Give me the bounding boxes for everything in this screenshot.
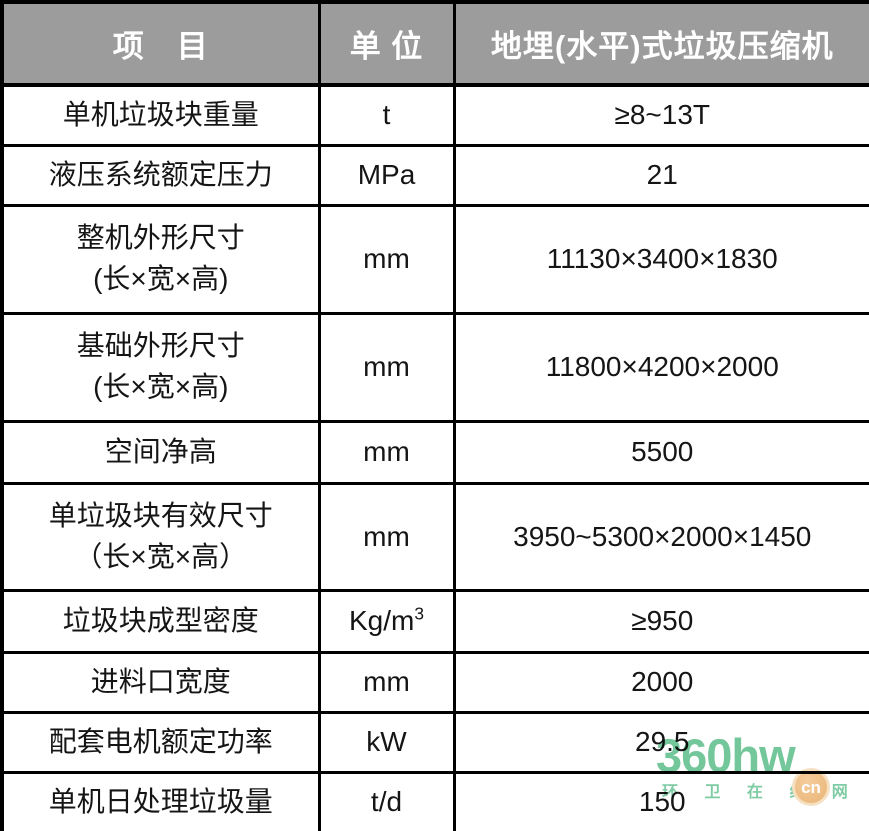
table-row: 进料口宽度 mm 2000 xyxy=(0,650,869,714)
spec-unit-cell: Kg/m3 xyxy=(317,588,456,654)
spec-label-cell: 基础外形尺寸 (长×宽×高) xyxy=(0,311,321,423)
spec-value-cell: 5500 xyxy=(452,419,869,485)
header-cell-item: 项 目 xyxy=(0,0,321,87)
spec-label-cell: 单机垃圾块重量 xyxy=(0,83,321,147)
spec-value-cell: 150 xyxy=(452,770,869,831)
spec-unit-cell: kW xyxy=(317,710,456,774)
header-cell-product: 地埋(水平)式垃圾压缩机 xyxy=(452,0,869,87)
spec-label-cell: 空间净高 xyxy=(0,419,321,485)
table-row: 单机垃圾块重量 t ≥8~13T xyxy=(0,83,869,147)
table-row: 垃圾块成型密度 Kg/m3 ≥950 xyxy=(0,588,869,654)
spec-value-cell: 29.5 xyxy=(452,710,869,774)
spec-label-cell: 垃圾块成型密度 xyxy=(0,588,321,654)
table-row: 单机日处理垃圾量 t/d 150 xyxy=(0,770,869,831)
spec-unit-cell: t xyxy=(317,83,456,147)
table-row: 液压系统额定压力 MPa 21 xyxy=(0,143,869,207)
spec-value-cell: 11130×3400×1830 xyxy=(452,203,869,315)
spec-value-cell: 21 xyxy=(452,143,869,207)
spec-unit-cell: mm xyxy=(317,311,456,423)
unit-base: Kg/m xyxy=(348,605,415,636)
spec-value-cell: 3950~5300×2000×1450 xyxy=(452,481,869,592)
spec-value-cell: ≥8~13T xyxy=(452,83,869,147)
spec-label-cell: 整机外形尺寸 (长×宽×高) xyxy=(0,203,321,315)
table-row: 空间净高 mm 5500 xyxy=(0,419,869,485)
spec-label-cell: 配套电机额定功率 xyxy=(0,710,321,774)
spec-value-cell: ≥950 xyxy=(452,588,869,654)
spec-unit-cell: mm xyxy=(317,203,456,315)
spec-unit-cell: MPa xyxy=(317,143,456,207)
header-cell-unit: 单 位 xyxy=(317,0,456,87)
table-row: 基础外形尺寸 (长×宽×高) mm 11800×4200×2000 xyxy=(0,311,869,423)
table-header-row: 项 目 单 位 地埋(水平)式垃圾压缩机 xyxy=(0,0,869,87)
spec-label-cell: 进料口宽度 xyxy=(0,650,321,714)
table-row: 配套电机额定功率 kW 29.5 xyxy=(0,710,869,774)
table-row: 单垃圾块有效尺寸 （长×宽×高） mm 3950~5300×2000×1450 xyxy=(0,481,869,592)
spec-label-cell: 单机日处理垃圾量 xyxy=(0,770,321,831)
spec-unit-cell: mm xyxy=(317,481,456,592)
spec-label-cell: 液压系统额定压力 xyxy=(0,143,321,207)
spec-unit-cell: mm xyxy=(317,419,456,485)
spec-value-cell: 2000 xyxy=(452,650,869,714)
spec-label-cell: 单垃圾块有效尺寸 （长×宽×高） xyxy=(0,481,321,592)
spec-unit-cell: t/d xyxy=(317,770,456,831)
spec-value-cell: 11800×4200×2000 xyxy=(452,311,869,423)
spec-unit-cell: mm xyxy=(317,650,456,714)
unit-superscript: 3 xyxy=(414,603,424,624)
table-row: 整机外形尺寸 (长×宽×高) mm 11130×3400×1830 xyxy=(0,203,869,315)
